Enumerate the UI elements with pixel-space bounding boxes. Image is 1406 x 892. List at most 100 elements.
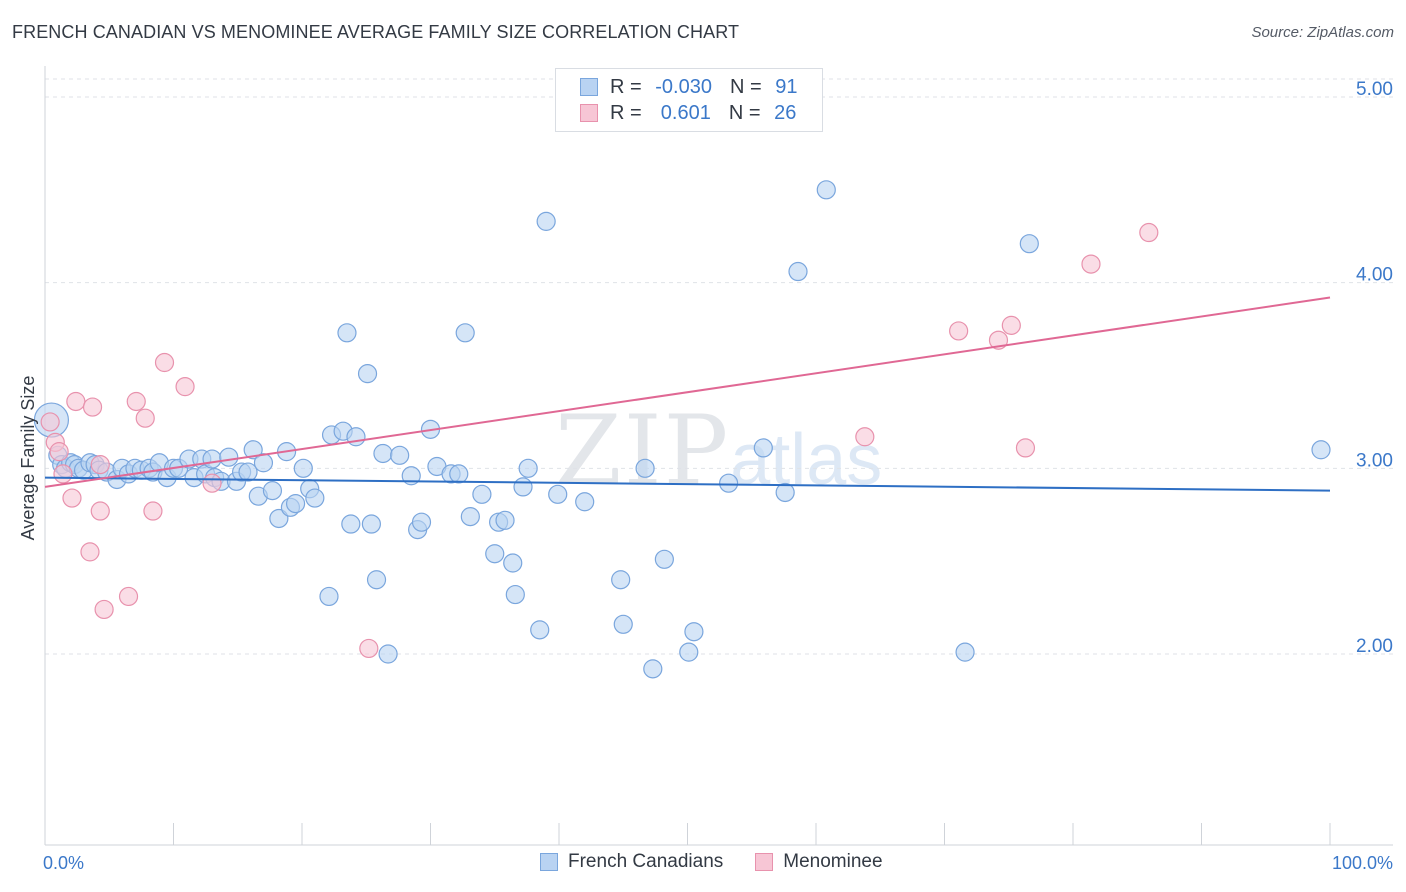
legend-r-label: R = xyxy=(610,75,648,98)
french-canadian-point xyxy=(1311,440,1331,460)
french-canadian-point xyxy=(202,449,222,469)
watermark-zip: ZIP xyxy=(555,395,731,507)
french-canadian-point xyxy=(238,462,258,482)
menominee-point xyxy=(202,473,222,493)
french-canadian-point xyxy=(536,211,556,231)
menominee-point xyxy=(154,352,175,373)
legend-item-menominee: Menominee xyxy=(755,851,883,873)
y-tick-label: 2.00 xyxy=(1356,636,1393,657)
french-canadian-point xyxy=(357,364,378,384)
french-canadian-point xyxy=(460,507,480,527)
legend-r-value: -0.030 xyxy=(655,75,712,98)
french-canadian-point xyxy=(401,466,421,486)
menominee-point xyxy=(143,501,163,521)
french-canadian-point xyxy=(679,642,699,662)
menominee-point xyxy=(90,501,110,521)
menominee-point xyxy=(80,542,100,562)
menominee-point xyxy=(82,397,103,417)
french-canadian-point xyxy=(262,481,283,501)
french-canadian-point xyxy=(643,659,663,679)
french-canadian-point xyxy=(472,484,492,504)
french-canadian-point xyxy=(816,180,836,200)
french-canadian-point xyxy=(346,427,366,447)
grid-lines xyxy=(45,78,1393,655)
menominee-trend-line xyxy=(44,296,1331,488)
french-canadian-point xyxy=(285,494,306,514)
french-canadian-point xyxy=(411,512,432,532)
x-tick-labels: 0.0% 100.0% xyxy=(43,853,1393,873)
french-canadian-point xyxy=(361,514,381,534)
french-canadian-point xyxy=(337,323,357,343)
french-canadian-point xyxy=(513,477,533,497)
french-canadian-point xyxy=(269,508,289,529)
french-canadian-point xyxy=(753,438,773,458)
menominee-point xyxy=(62,488,82,508)
french-canadian-point xyxy=(505,584,525,605)
legend-label-french-canadians: French Canadians xyxy=(568,851,724,872)
menominee-point xyxy=(1139,222,1159,243)
french-canadian-point xyxy=(530,620,550,640)
menominee-point xyxy=(118,586,139,607)
legend-swatch-pink xyxy=(755,853,774,871)
legend-r-value: 0.601 xyxy=(655,101,711,124)
french-canadian-point xyxy=(373,443,393,464)
source-credit: Source: ZipAtlas.com xyxy=(1251,24,1394,41)
series-legend: French Canadians Menominee xyxy=(540,851,915,873)
french-canadian-point xyxy=(485,544,505,564)
legend-n-label: N = xyxy=(729,75,768,98)
french-canadian-point xyxy=(293,458,313,478)
french-canadian-point xyxy=(654,549,674,569)
menominee-point xyxy=(53,464,73,484)
french-canadian-point xyxy=(613,614,633,634)
french-canadian-point xyxy=(611,570,631,590)
french-canadian-point xyxy=(788,261,808,282)
legend-n-value: 26 xyxy=(774,101,797,124)
french-canadian-point xyxy=(955,642,975,662)
french-canadian-point xyxy=(219,447,239,467)
french-canadian-point xyxy=(455,323,475,343)
legend-r-label: R = xyxy=(610,101,648,124)
legend-row-menominee: R = 0.601 N = 26 xyxy=(580,100,796,126)
menominee-point xyxy=(1015,438,1036,458)
menominee-point xyxy=(90,455,110,475)
y-tick-labels: 2.00 3.00 4.00 5.00 xyxy=(1356,79,1393,657)
legend-label-menominee: Menominee xyxy=(783,851,883,872)
french-canadian-point xyxy=(684,622,704,642)
french-canadian-point xyxy=(518,458,538,478)
menominee-point xyxy=(135,408,155,428)
axes xyxy=(44,66,1393,846)
menominee-points xyxy=(40,222,1159,659)
french-canadians-points xyxy=(33,180,1331,679)
menominee-point xyxy=(49,442,69,462)
chart-title: FRENCH CANADIAN VS MENOMINEE AVERAGE FAM… xyxy=(12,22,740,42)
menominee-point xyxy=(949,321,969,341)
french-canadians-trend-line xyxy=(44,476,1331,492)
y-tick-label: 5.00 xyxy=(1356,79,1393,100)
menominee-point xyxy=(359,638,379,659)
y-tick-label: 4.00 xyxy=(1356,265,1393,286)
french-canadian-point xyxy=(305,488,325,508)
french-canadian-point xyxy=(548,484,568,504)
french-canadian-point xyxy=(775,482,795,503)
y-axis-label: Average Family Size xyxy=(18,376,38,541)
legend-n-label: N = xyxy=(728,101,767,124)
french-canadian-point xyxy=(366,570,387,590)
legend-swatch-blue xyxy=(580,78,598,96)
menominee-point xyxy=(126,391,146,412)
legend-swatch-blue xyxy=(540,853,558,871)
legend-row-french-canadians: R = -0.030 N = 91 xyxy=(580,74,797,100)
french-canadian-point xyxy=(719,473,739,493)
menominee-point xyxy=(66,391,86,412)
french-canadian-point xyxy=(243,440,263,460)
french-canadian-point xyxy=(341,514,361,534)
stats-legend: R = -0.030 N = 91 R = 0.601 N = 26 xyxy=(555,68,823,132)
menominee-point xyxy=(1081,254,1101,274)
french-canadian-point xyxy=(503,553,523,573)
x-tick-label-min: 0.0% xyxy=(43,853,84,873)
french-canadian-point xyxy=(390,445,410,465)
menominee-point xyxy=(855,427,875,447)
menominee-point xyxy=(175,377,195,397)
french-canadian-point xyxy=(319,586,339,607)
french-canadian-point xyxy=(1019,234,1039,254)
